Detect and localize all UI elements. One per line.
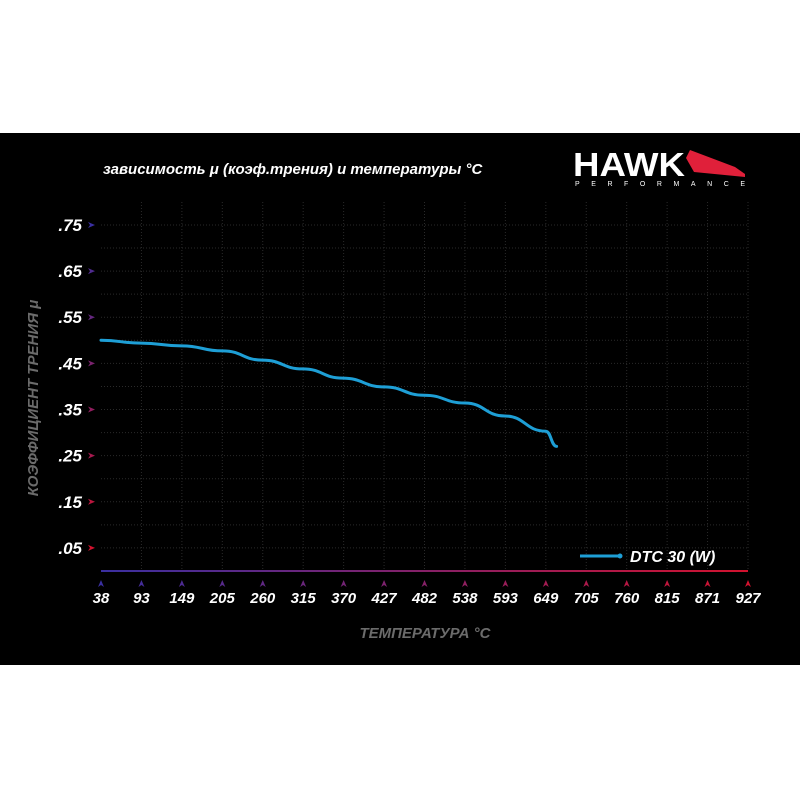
y-tick-arrow-icon <box>88 406 95 413</box>
x-tick-label: 760 <box>614 590 640 607</box>
x-tick-label: 260 <box>249 590 276 607</box>
chart-title: зависимость μ (коэф.трения) и температур… <box>103 161 483 178</box>
x-tick-label: 927 <box>735 590 761 607</box>
y-tick-arrow-icon <box>88 268 95 275</box>
x-tick-arrow-icon <box>542 580 549 587</box>
y-tick-label: .25 <box>58 447 82 466</box>
y-tick-label: .65 <box>58 262 82 281</box>
series-line-dtc30 <box>99 338 559 448</box>
x-tick-arrow-icon <box>623 580 630 587</box>
x-tick-label: 538 <box>452 590 478 607</box>
logo-wing-icon <box>686 150 745 177</box>
x-tick-label: 649 <box>533 590 559 607</box>
y-tick-arrow-icon <box>88 452 95 459</box>
y-tick-label: .05 <box>58 539 82 558</box>
x-tick-arrow-icon <box>461 580 468 587</box>
y-tick-arrow-icon <box>88 221 95 228</box>
y-tick-label: .45 <box>58 354 82 373</box>
x-tick-label: 482 <box>411 590 438 607</box>
y-tick-label: .35 <box>58 401 82 420</box>
x-tick-arrow-icon <box>381 580 388 587</box>
x-tick-label: 427 <box>371 590 398 607</box>
y-tick-arrow-icon <box>88 544 95 551</box>
y-tick-arrow-icon <box>88 498 95 505</box>
y-tick-label: .55 <box>58 308 82 327</box>
x-tick-arrow-icon <box>502 580 509 587</box>
x-tick-label: 149 <box>169 590 195 607</box>
x-tick-arrow-icon <box>98 580 104 587</box>
x-tick-arrow-icon <box>300 580 307 587</box>
x-tick-arrow-icon <box>340 580 347 587</box>
x-tick-label: 315 <box>291 590 317 607</box>
x-tick-label: 593 <box>493 590 519 607</box>
legend: DTC 30 (W) <box>580 549 715 566</box>
x-tick-label: 815 <box>655 590 681 607</box>
x-tick-label: 38 <box>93 590 110 607</box>
x-tick-arrow-icon <box>704 580 711 587</box>
hawk-logo: HAWK PERFORMANCE <box>573 146 745 188</box>
legend-label: DTC 30 (W) <box>630 549 715 566</box>
y-tick-arrow-icon <box>88 360 95 367</box>
x-tick-label: 871 <box>695 590 720 607</box>
y-tick-arrow-icon <box>88 314 95 321</box>
x-tick-arrow-icon <box>421 580 428 587</box>
y-tick-label: .75 <box>58 216 82 235</box>
x-tick-arrow-icon <box>259 580 266 587</box>
x-tick-arrow-icon <box>138 580 145 587</box>
chart-panel <box>0 133 800 665</box>
x-tick-label: 370 <box>331 590 357 607</box>
legend-marker <box>617 553 623 559</box>
x-tick-arrow-icon <box>583 580 590 587</box>
x-axis-label: ТЕМПЕРАТУРА °C <box>359 625 491 642</box>
x-tick-label: 205 <box>209 590 236 607</box>
logo-subtext: PERFORMANCE <box>575 181 745 188</box>
logo-text: HAWK <box>573 146 685 183</box>
x-tick-label: 705 <box>574 590 600 607</box>
x-tick-arrow-icon <box>219 580 226 587</box>
x-tick-arrow-icon <box>664 580 671 587</box>
x-axis-line <box>101 570 748 572</box>
x-tick-label: 93 <box>133 590 150 607</box>
y-axis-label: КОЭФФИЦИЕНТ ТРЕНИЯ μ <box>25 300 42 497</box>
x-tick-arrow-icon <box>745 580 751 587</box>
x-tick-arrow-icon <box>178 580 185 587</box>
y-tick-label: .15 <box>58 493 82 512</box>
